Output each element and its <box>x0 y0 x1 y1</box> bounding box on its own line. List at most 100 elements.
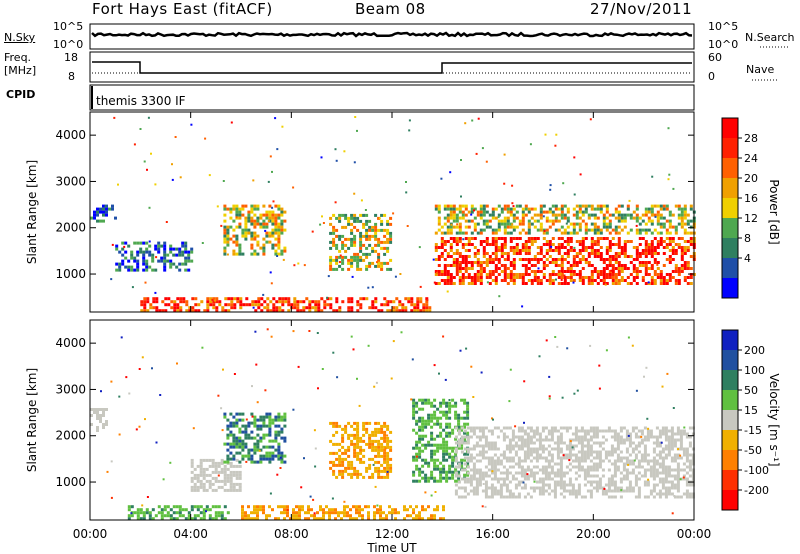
power-cell <box>605 252 609 255</box>
velocity-cell <box>622 468 626 472</box>
power-cell <box>434 204 438 208</box>
power-cell <box>280 225 284 229</box>
velocity-cell <box>475 486 479 490</box>
power-cell <box>500 243 504 246</box>
velocity-cell <box>232 433 236 437</box>
velocity-cell <box>220 511 224 515</box>
power-cell <box>491 252 495 255</box>
power-cell <box>521 273 525 276</box>
power-cell <box>359 246 363 250</box>
velocity-speck <box>673 495 676 497</box>
velocity-cell <box>374 460 378 464</box>
freq-strip-frame <box>89 51 695 83</box>
power-speck <box>201 242 204 244</box>
velocity-cell <box>178 514 182 518</box>
velocity-cell <box>676 432 680 436</box>
velocity-cell <box>505 483 509 487</box>
velocity-cell <box>289 517 292 521</box>
power-cell <box>347 258 351 262</box>
power-cell <box>581 240 585 243</box>
velocity-cell <box>544 459 548 463</box>
velocity-cell <box>214 461 218 465</box>
power-cell <box>280 228 284 232</box>
velocity-cell <box>667 480 671 484</box>
power-cell <box>593 243 597 246</box>
velocity-cell <box>457 429 461 433</box>
power-cell <box>584 210 588 214</box>
velocity-cell <box>341 475 345 479</box>
velocity-cell <box>568 492 572 496</box>
power-cell <box>668 210 672 214</box>
power-cell <box>686 276 690 279</box>
power-cell <box>473 279 477 282</box>
power-cell <box>512 258 516 261</box>
velocity-cell <box>283 460 287 464</box>
power-speck <box>573 193 576 196</box>
velocity-cell <box>374 469 378 473</box>
power-cell <box>458 222 462 226</box>
power-cell <box>590 270 594 273</box>
velocity-cell <box>595 441 599 445</box>
power-cell <box>650 252 654 255</box>
velocity-cell <box>380 442 384 446</box>
velocity-cell <box>655 453 659 457</box>
power-cell <box>596 216 600 220</box>
velocity-cell <box>625 438 629 442</box>
velocity-cell <box>454 492 458 496</box>
velocity-cell <box>377 442 381 446</box>
power-cell <box>593 270 597 273</box>
power-cell <box>482 213 486 217</box>
velocity-cell <box>362 475 366 479</box>
power-cell <box>644 264 648 267</box>
power-cell <box>638 243 642 246</box>
power-cell <box>374 264 378 268</box>
velocity-cell <box>619 426 623 430</box>
velocity-cell <box>598 486 602 490</box>
power-cell <box>163 247 167 251</box>
power-cell <box>614 231 618 235</box>
power-cell <box>389 222 393 226</box>
power-cell <box>536 213 540 217</box>
velocity-cell <box>643 456 647 460</box>
velocity-cell <box>544 474 548 478</box>
velocity-cell <box>163 508 167 512</box>
power-cell <box>178 250 182 254</box>
velocity-cell <box>253 517 256 521</box>
power-cell <box>467 282 471 285</box>
velocity-cell <box>478 474 482 478</box>
power-speck <box>573 156 576 159</box>
velocity-cell <box>235 451 239 455</box>
velocity-cell <box>295 511 298 515</box>
power-cell <box>323 300 327 304</box>
velocity-cell <box>238 430 242 434</box>
velocity-cell <box>377 430 381 434</box>
velocity-cell <box>208 485 212 489</box>
power-cell <box>497 273 501 276</box>
velocity-cell <box>685 447 689 451</box>
power-cell <box>515 246 519 249</box>
power-speck <box>470 213 473 216</box>
power-cell <box>226 228 230 232</box>
power-cell <box>539 213 543 217</box>
power-cell <box>223 234 227 238</box>
power-cell <box>238 216 242 220</box>
power-cell <box>244 237 248 241</box>
velocity-cell <box>529 471 533 475</box>
power-cell <box>389 237 393 241</box>
power-cell <box>145 250 149 254</box>
velocity-cell <box>580 450 584 454</box>
velocity-cell <box>505 447 509 451</box>
power-cell <box>581 204 585 208</box>
power-cell <box>362 225 366 229</box>
power-speck <box>485 160 488 163</box>
power-cell <box>515 273 519 276</box>
velocity-speck <box>523 380 526 383</box>
power-cell <box>647 210 651 214</box>
velocity-cell <box>619 435 623 439</box>
power-cell <box>521 207 525 211</box>
power-cell <box>647 246 651 249</box>
velocity-cell <box>229 412 233 416</box>
power-cell <box>485 264 489 267</box>
power-cell <box>476 249 480 252</box>
